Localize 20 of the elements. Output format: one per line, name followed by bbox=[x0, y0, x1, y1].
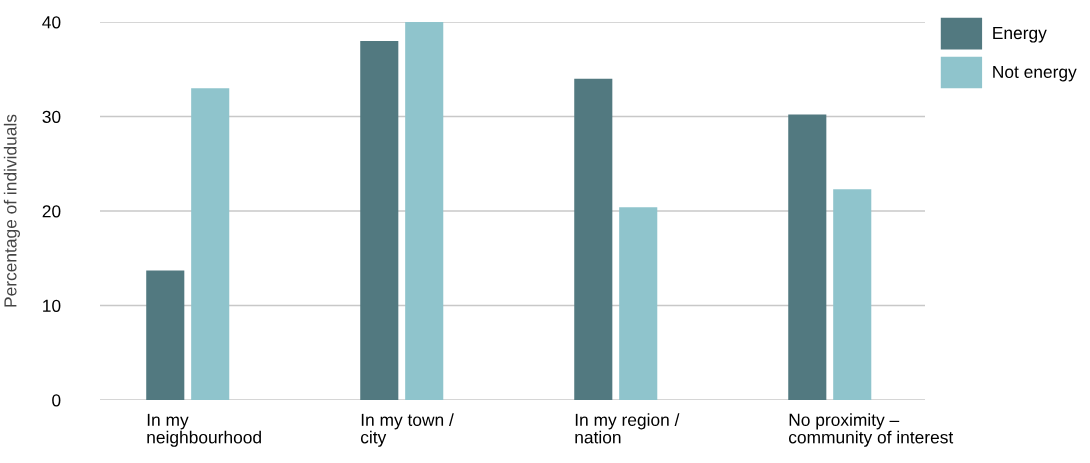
x-tick-label: In my neighbourhood bbox=[147, 413, 261, 447]
x-tick-label: In my town / city bbox=[360, 413, 454, 447]
bar bbox=[788, 114, 827, 400]
legend-label: Not energy bbox=[993, 65, 1077, 82]
bar bbox=[360, 40, 399, 400]
legend-label: Energy bbox=[993, 27, 1047, 43]
bar bbox=[833, 189, 872, 400]
x-tick-label: No proximity – community of interest bbox=[788, 413, 954, 447]
x-tick-label: In my region / nation bbox=[575, 413, 680, 444]
bar bbox=[405, 22, 444, 400]
y-axis-title: Percentage of individuals bbox=[3, 114, 20, 307]
bar bbox=[146, 270, 185, 400]
bar bbox=[619, 207, 658, 400]
y-tick-label: 10 bbox=[43, 299, 61, 312]
y-tick-label: 40 bbox=[42, 16, 61, 29]
y-tick-label: 0 bbox=[52, 394, 61, 407]
y-tick-label: 20 bbox=[42, 205, 61, 218]
bar bbox=[574, 78, 613, 400]
bar bbox=[191, 88, 230, 400]
y-tick-label: 30 bbox=[42, 110, 61, 123]
